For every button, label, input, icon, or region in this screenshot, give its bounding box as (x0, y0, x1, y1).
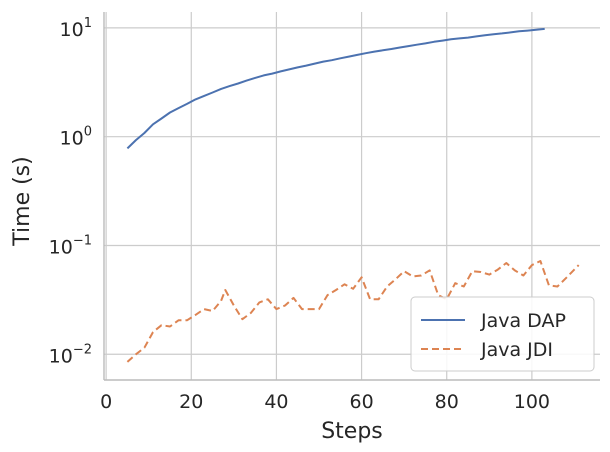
y-tick-label: 10−1 (49, 233, 92, 258)
y-tick-exponent: −2 (73, 342, 92, 357)
series-line-1 (126, 27, 545, 150)
y-tick-exponent: 1 (84, 16, 92, 31)
y-tick-base: 10 (60, 19, 84, 41)
legend-label-2: Java JDI (480, 339, 553, 361)
series-line-2 (126, 260, 580, 363)
axes-spines (103, 12, 600, 381)
x-tick-label: 0 (100, 391, 112, 413)
legend: Java DAP Java JDI (410, 296, 595, 372)
x-tick-label: 100 (514, 391, 550, 413)
x-axis-label: Steps (321, 419, 383, 444)
y-tick-exponent: 0 (84, 125, 92, 140)
legend-label-1: Java DAP (480, 310, 566, 332)
x-tick-label: 40 (264, 391, 288, 413)
series-layer (126, 27, 580, 363)
y-tick-base: 10 (60, 128, 84, 150)
x-tick-label: 20 (179, 391, 203, 413)
x-tick-label: 60 (349, 391, 373, 413)
y-tick-label: 101 (60, 16, 92, 41)
y-axis-label: Time (s) (10, 156, 35, 246)
y-tick-base: 10 (49, 345, 73, 367)
y-tick-label: 10−2 (49, 342, 92, 367)
y-tick-base: 10 (49, 236, 73, 258)
x-tick-labels: 0 20 40 60 80 100 (100, 391, 550, 413)
legend-box (410, 296, 595, 372)
x-tick-label: 80 (435, 391, 459, 413)
y-tick-exponent: −1 (73, 233, 92, 248)
y-tick-label: 100 (60, 125, 92, 150)
